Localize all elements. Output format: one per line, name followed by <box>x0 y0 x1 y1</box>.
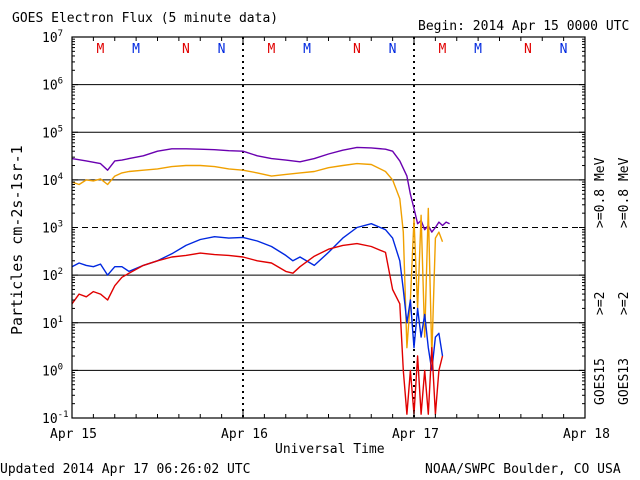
x-axis-label: Universal Time <box>275 442 385 457</box>
x-tick-label: Apr 16 <box>221 427 268 442</box>
legend-goes13: GOES13 <box>617 358 632 405</box>
legend-goes13-08mev: >=0.8 MeV <box>617 157 632 228</box>
legend-layer: GOES15 GOES13 >=2 >=2 >=0.8 MeV >=0.8 MeV <box>593 157 632 405</box>
x-tick-label: Apr 15 <box>50 427 97 442</box>
legend-goes15-08mev: >=0.8 MeV <box>593 157 608 228</box>
credit-text: NOAA/SWPC Boulder, CO USA <box>425 462 621 477</box>
y-tick-label: 100 <box>42 362 63 379</box>
series-line <box>71 146 450 233</box>
noon-marker-blue: N <box>389 42 397 57</box>
axis-layer: 10-1 100 101 102 103 104 105 106 107 Apr 15 Apr 16… <box>42 29 610 442</box>
noon-marker-red: N <box>353 42 361 57</box>
grid-layer <box>72 37 585 418</box>
y-tick-label: 102 <box>42 267 63 284</box>
legend-goes15-2mev: >=2 <box>593 292 608 315</box>
y-tick-label: 105 <box>42 124 63 141</box>
noon-marker-blue: N <box>218 42 226 57</box>
x-tick-label: Apr 18 <box>563 427 610 442</box>
y-tick-label: 103 <box>42 220 63 237</box>
noon-marker-red: N <box>182 42 190 57</box>
y-tick-label: 10-1 <box>42 410 69 427</box>
updated-timestamp: Updated 2014 Apr 17 06:26:02 UTC <box>0 462 250 477</box>
noon-marker-blue: N <box>560 42 568 57</box>
chart-title: GOES Electron Flux (5 minute data) <box>12 11 278 26</box>
plot-frame <box>71 36 586 419</box>
midnight-marker-blue: M <box>474 42 482 57</box>
midnight-marker-red: M <box>268 42 276 57</box>
midnight-marker-blue: M <box>303 42 311 57</box>
x-tick-label: Apr 17 <box>392 427 439 442</box>
series-layer <box>71 146 450 415</box>
midnight-marker-red: M <box>439 42 447 57</box>
y-tick-label: 107 <box>42 29 63 46</box>
y-tick-label: 101 <box>42 315 63 332</box>
midnight-marker-red: M <box>97 42 105 57</box>
noon-marker-red: N <box>524 42 532 57</box>
midnight-marker-blue: M <box>132 42 140 57</box>
begin-time: Begin: 2014 Apr 15 0000 UTC <box>418 19 629 34</box>
series-line <box>71 242 444 415</box>
series-line <box>71 162 444 357</box>
legend-goes13-2mev: >=2 <box>617 292 632 315</box>
legend-goes15: GOES15 <box>593 358 608 405</box>
y-tick-label: 104 <box>42 172 63 189</box>
y-axis-label: Particles cm-2s-1sr-1 <box>8 145 26 335</box>
series-line <box>71 222 444 372</box>
y-tick-label: 106 <box>42 77 63 94</box>
